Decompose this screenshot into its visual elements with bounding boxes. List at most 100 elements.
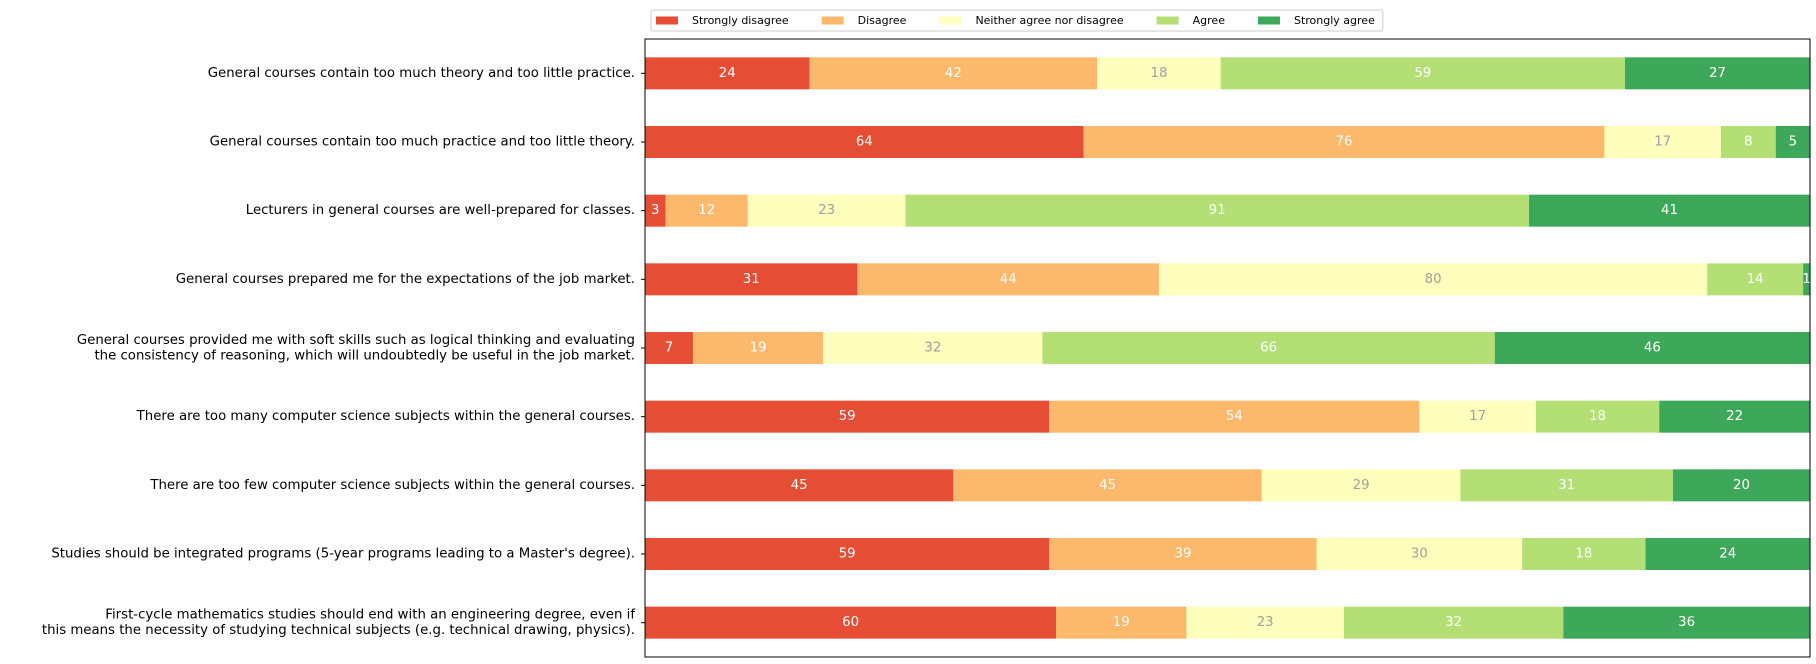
legend-entry: Disagree [858, 14, 907, 27]
legend-entry: Neither agree nor disagree [975, 14, 1123, 27]
data-label: 18 [1151, 66, 1168, 81]
bar-segment [645, 126, 1084, 158]
bars-layer [645, 57, 1810, 639]
bar-segment [1803, 263, 1810, 296]
y-tick-label: the consistency of reasoning, which will… [94, 348, 635, 363]
bar-segment [1097, 57, 1221, 90]
y-tick-labels-layer: General courses contain too much theory … [42, 66, 645, 638]
bar-segment [1535, 400, 1660, 433]
data-label: 59 [1414, 66, 1431, 81]
bar-segment [645, 469, 954, 502]
legend-swatch [821, 16, 844, 25]
bar-segment [1529, 194, 1810, 227]
bar-segment [645, 194, 666, 227]
bar-segment [1220, 57, 1625, 90]
data-label: 3 [651, 203, 659, 218]
data-label: 27 [1709, 66, 1726, 81]
data-label: 32 [1445, 615, 1462, 630]
data-label: 19 [1113, 615, 1130, 630]
bar-segment [645, 538, 1050, 570]
y-tick-label: General courses prepared me for the expe… [176, 272, 635, 287]
bar-segment [1645, 538, 1810, 570]
data-label: 29 [1353, 478, 1370, 493]
bar-segment [1344, 606, 1564, 639]
data-label: 59 [839, 409, 856, 424]
bar-segment [1049, 400, 1420, 433]
y-tick-label: General courses contain too much practic… [210, 135, 635, 150]
bar-segment [1522, 538, 1646, 570]
bar-segment [1563, 606, 1810, 639]
data-label: 30 [1411, 547, 1428, 562]
bar-segment [645, 606, 1057, 639]
bar-segment [692, 332, 824, 364]
y-tick-label: There are too few computer science subje… [149, 478, 635, 493]
data-label: 1 [1802, 272, 1810, 287]
legend-swatch [656, 16, 678, 25]
data-label: 32 [924, 341, 941, 356]
data-label: 8 [1744, 135, 1752, 150]
bar-segment [1056, 606, 1187, 639]
bar-segment [1707, 263, 1804, 296]
bar-segment [645, 332, 693, 364]
bar-segment [645, 400, 1050, 433]
legend-swatch [1156, 16, 1179, 25]
data-label: 31 [743, 272, 760, 287]
data-label: 45 [791, 478, 808, 493]
data-label: 59 [839, 547, 856, 562]
bar-segment [645, 263, 858, 296]
legend-entry: Strongly disagree [692, 14, 789, 27]
data-label: 18 [1575, 547, 1592, 562]
bar-segment [1186, 606, 1344, 639]
data-label: 60 [842, 615, 859, 630]
legend-swatch [939, 16, 962, 25]
legend-entry: Agree [1193, 14, 1226, 27]
data-label: 91 [1209, 203, 1226, 218]
data-label: 22 [1726, 409, 1743, 424]
data-label: 19 [750, 341, 767, 356]
bar-segment [1460, 469, 1673, 502]
data-label: 31 [1558, 478, 1575, 493]
data-label: 24 [719, 66, 736, 81]
bar-segment [953, 469, 1262, 502]
data-label: 44 [1000, 272, 1017, 287]
bar-segment [823, 332, 1043, 364]
data-label: 12 [698, 203, 715, 218]
legend-box [650, 9, 1384, 32]
bar-segment [1158, 263, 1708, 296]
data-label: 64 [856, 135, 873, 150]
plot-frame [644, 38, 1811, 658]
bar-segment [1419, 400, 1536, 433]
data-label: 41 [1661, 203, 1678, 218]
y-tick-label: Studies should be integrated programs (5… [51, 547, 635, 562]
data-label: 7 [665, 341, 673, 356]
bar-segment [1604, 126, 1721, 158]
bar-segment [1049, 538, 1317, 570]
data-label: 36 [1678, 615, 1695, 630]
data-label: 54 [1226, 409, 1243, 424]
data-label: 39 [1174, 547, 1191, 562]
y-tick-label: There are too many computer science subj… [136, 409, 635, 424]
data-label: 76 [1336, 135, 1353, 150]
bar-segment [1261, 469, 1461, 502]
data-label: 5 [1789, 135, 1797, 150]
data-label: 66 [1260, 341, 1277, 356]
data-label: 17 [1654, 135, 1671, 150]
bar-segment [1659, 400, 1810, 433]
bar-segment [857, 263, 1159, 296]
data-label: 17 [1469, 409, 1486, 424]
bar-segment [1672, 469, 1810, 502]
bar-segment [747, 194, 906, 227]
y-tick-label: General courses contain too much theory … [208, 66, 635, 81]
data-label: 20 [1733, 478, 1750, 493]
bar-segment [905, 194, 1530, 227]
data-label: 42 [945, 66, 962, 81]
legend: Strongly disagree Disagree Neither agree n… [650, 9, 1384, 32]
data-label: 18 [1589, 409, 1606, 424]
data-label: 14 [1747, 272, 1764, 287]
bar-segment [1720, 126, 1776, 158]
bar-segment [1316, 538, 1523, 570]
bar-segment [1624, 57, 1810, 90]
y-tick-label: General courses provided me with soft sk… [77, 333, 635, 348]
bar-segment [665, 194, 748, 227]
